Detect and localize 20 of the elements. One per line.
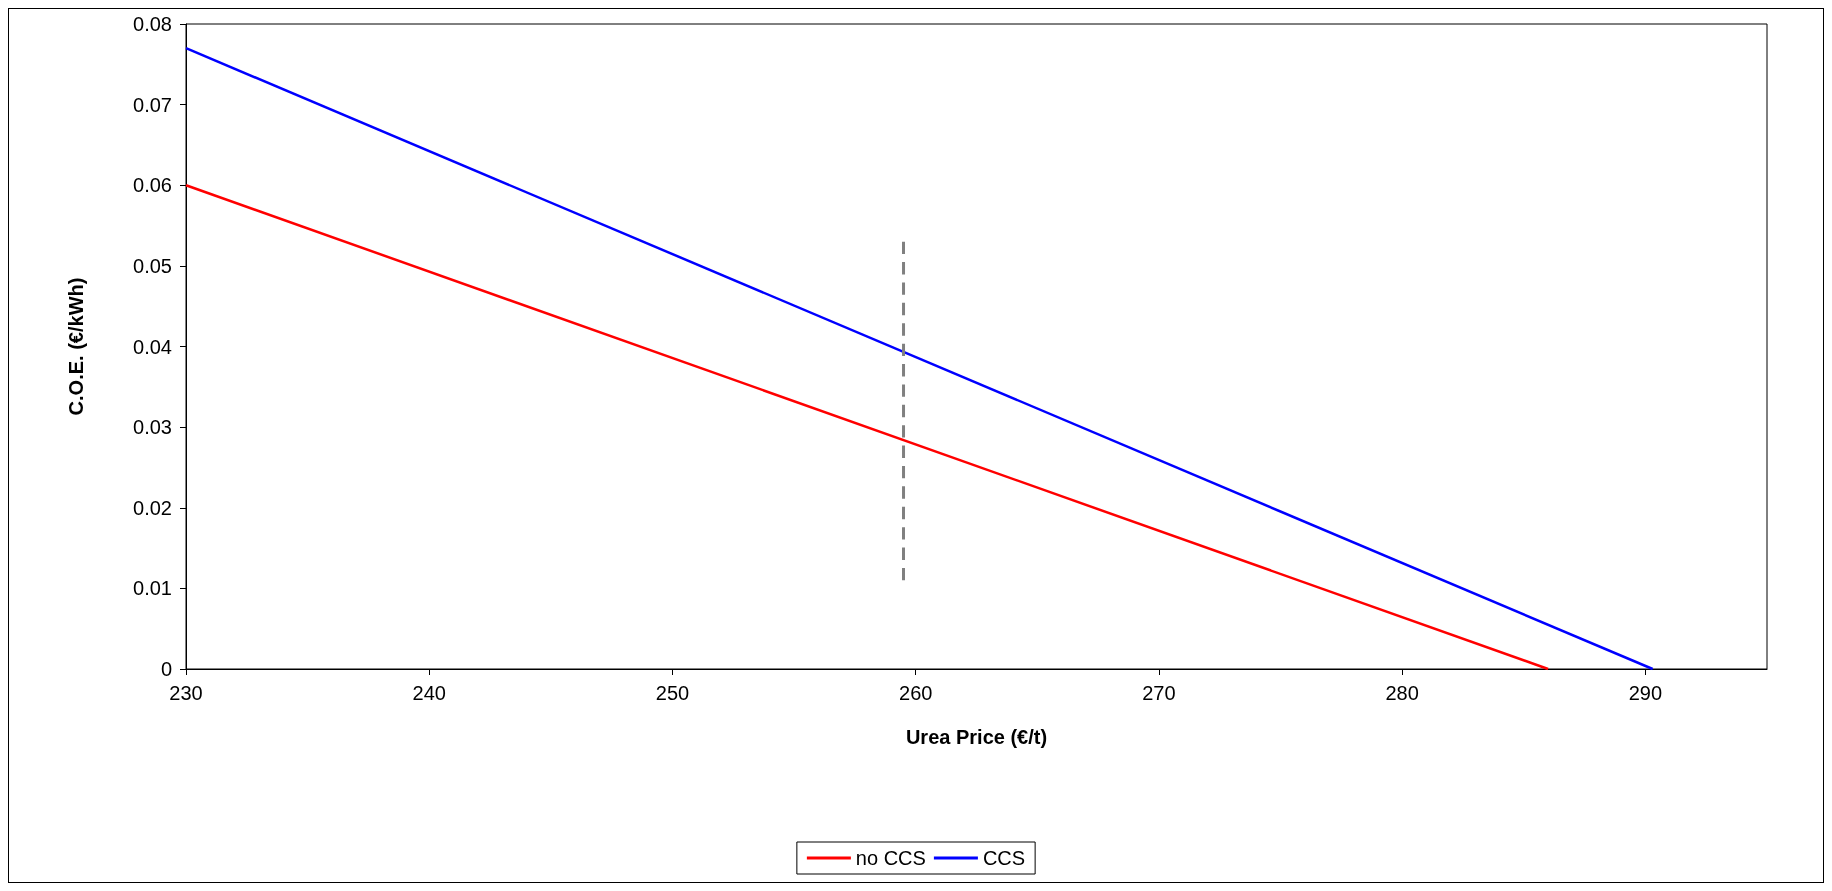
- y-axis-title: C.O.E. (€/kWh): [65, 277, 87, 416]
- y-tick-label: 0.03: [133, 416, 172, 439]
- legend-label: CCS: [982, 847, 1026, 869]
- x-tick-label: 260: [899, 682, 933, 704]
- y-tick-label: 0.02: [133, 496, 172, 519]
- x-tick-label: 270: [1142, 682, 1176, 704]
- y-tick-label: 0.05: [133, 254, 172, 277]
- y-tick-label: 0.07: [133, 93, 172, 116]
- y-tick-label: 0.08: [133, 13, 172, 35]
- y-tick-label: 0.04: [133, 335, 172, 358]
- y-tick-label: 0.06: [133, 174, 172, 197]
- x-tick-label: 230: [169, 682, 203, 704]
- x-tick-label: 290: [1628, 682, 1663, 704]
- legend-label: no CCS: [855, 847, 926, 869]
- y-tick-label: 0: [160, 658, 172, 680]
- x-tick-label: 250: [655, 682, 690, 704]
- y-tick-label: 0.01: [133, 577, 172, 600]
- x-tick-label: 240: [412, 682, 446, 704]
- x-tick-label: 280: [1385, 682, 1419, 704]
- x-axis-title: Urea Price (€/t): [905, 726, 1048, 748]
